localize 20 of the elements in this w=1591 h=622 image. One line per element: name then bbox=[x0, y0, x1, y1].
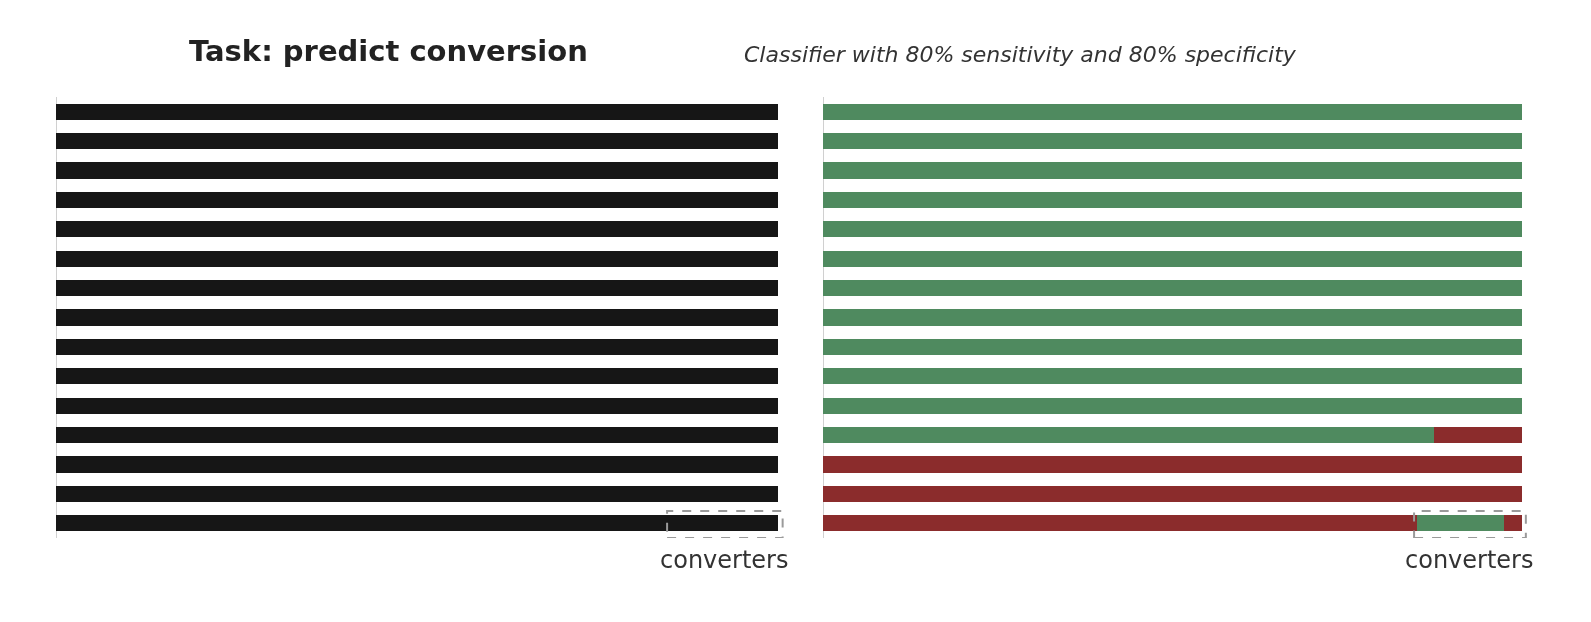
bar bbox=[1434, 427, 1522, 444]
bar bbox=[1416, 515, 1505, 532]
bar bbox=[823, 397, 1522, 414]
bar bbox=[1504, 515, 1522, 532]
chart-title: Classifier with 80% sensitivity and 80% specificity bbox=[744, 42, 1297, 67]
bar bbox=[823, 162, 1522, 179]
bar bbox=[823, 221, 1522, 238]
bar bbox=[823, 456, 1522, 473]
bar bbox=[823, 103, 1522, 120]
text: converters bbox=[1405, 546, 1534, 574]
bar bbox=[823, 191, 1522, 209]
bar bbox=[823, 338, 1522, 356]
bar bbox=[823, 309, 1522, 326]
bar bbox=[823, 368, 1522, 385]
bar bbox=[823, 515, 1417, 532]
bar bbox=[823, 133, 1522, 150]
bar bbox=[823, 250, 1522, 267]
bar bbox=[823, 427, 1435, 444]
bar bbox=[823, 280, 1522, 297]
bar bbox=[823, 485, 1522, 503]
